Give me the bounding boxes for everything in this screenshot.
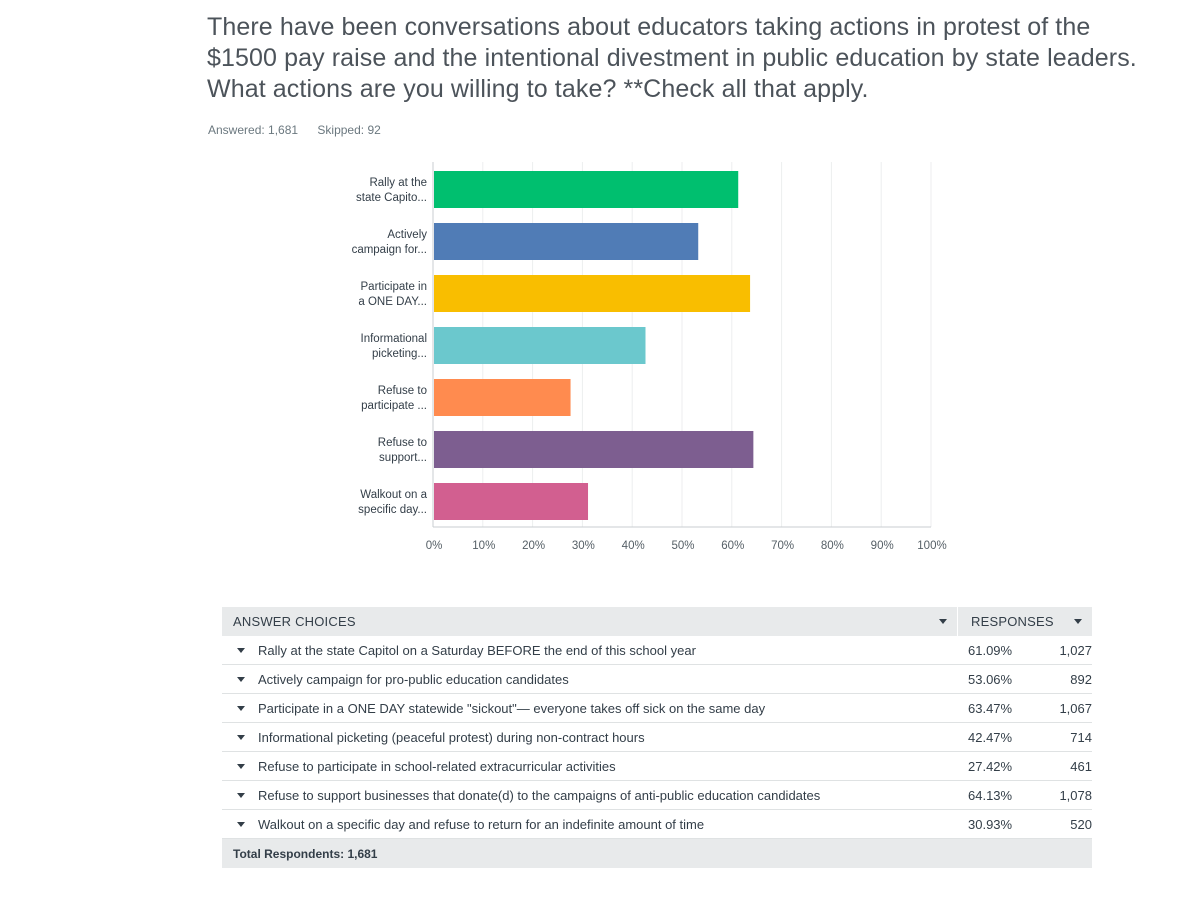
chart-bars <box>434 171 754 520</box>
bar[interactable] <box>434 275 751 312</box>
x-tick-label: 20% <box>522 540 545 552</box>
response-percent: 30.93% <box>968 816 1013 832</box>
category-label: participate ... <box>361 400 427 412</box>
answer-choice-label: Participate in a ONE DAY statewide "sick… <box>258 700 766 716</box>
response-count: 892 <box>1070 671 1092 687</box>
answer-choice-label: Informational picketing (peaceful protes… <box>258 729 645 745</box>
row-toggle[interactable] <box>222 676 258 682</box>
responses-header[interactable]: RESPONSES <box>957 607 1092 636</box>
table-header: ANSWER CHOICES RESPONSES <box>222 607 1092 636</box>
response-count: 1,078 <box>1059 787 1092 803</box>
response-percent: 27.42% <box>968 758 1013 774</box>
answer-choices-label: ANSWER CHOICES <box>233 614 356 629</box>
answer-choice-label: Walkout on a specific day and refuse to … <box>258 816 705 832</box>
bar[interactable] <box>434 483 589 520</box>
category-label: Participate in <box>361 281 427 293</box>
bar[interactable] <box>434 171 739 208</box>
chevron-down-icon[interactable] <box>236 676 245 682</box>
table-row: Actively campaign for pro-public educati… <box>222 665 1092 694</box>
table-row: Participate in a ONE DAY statewide "sick… <box>222 694 1092 723</box>
chevron-down-icon[interactable] <box>236 705 245 711</box>
chevron-down-icon[interactable] <box>236 734 245 740</box>
chevron-down-icon[interactable] <box>236 821 245 827</box>
chart-category-labels: Rally at the state Capito... Actively campa… <box>352 177 428 516</box>
category-label: campaign for... <box>352 244 427 256</box>
skipped-count: Skipped: 92 <box>317 123 381 137</box>
bar[interactable] <box>434 327 646 364</box>
responses-label: RESPONSES <box>971 614 1054 629</box>
response-count: 1,027 <box>1059 642 1092 658</box>
category-label: a ONE DAY... <box>358 296 427 308</box>
x-tick-label: 0% <box>426 540 443 552</box>
question-title: There have been conversations about educ… <box>207 13 1137 103</box>
row-toggle[interactable] <box>222 647 258 653</box>
response-percent: 63.47% <box>968 700 1013 716</box>
response-count: 520 <box>1070 816 1092 832</box>
answer-choice-label: Refuse to support businesses that donate… <box>258 787 821 803</box>
chart-x-axis: 0% 10% 20% 30% 40% 50% 60% 70% 80% 90% 100% <box>426 540 947 552</box>
table-row: Refuse to support businesses that donate… <box>222 781 1092 810</box>
response-count: 714 <box>1070 729 1092 745</box>
x-tick-label: 70% <box>771 540 794 552</box>
table-row: Walkout on a specific day and refuse to … <box>222 810 1092 839</box>
row-toggle[interactable] <box>222 705 258 711</box>
row-toggle[interactable] <box>222 821 258 827</box>
table-row: Refuse to participate in school-related … <box>222 752 1092 781</box>
chevron-down-icon[interactable] <box>236 647 245 653</box>
category-label: Rally at the <box>369 177 427 189</box>
answer-choice-label: Refuse to participate in school-related … <box>258 758 616 774</box>
chevron-down-icon[interactable] <box>236 792 245 798</box>
response-percent: 53.06% <box>968 671 1013 687</box>
x-tick-label: 10% <box>472 540 495 552</box>
category-label: state Capito... <box>356 192 427 204</box>
answer-choices-header[interactable]: ANSWER CHOICES <box>222 607 957 636</box>
category-label: support... <box>379 452 427 464</box>
x-tick-label: 40% <box>622 540 645 552</box>
table-body: Rally at the state Capitol on a Saturday… <box>222 636 1092 839</box>
response-count: 1,067 <box>1059 700 1092 716</box>
x-tick-label: 90% <box>871 540 894 552</box>
table-footer: Total Respondents: 1,681 <box>222 839 1092 868</box>
answer-choice-label: Actively campaign for pro-public educati… <box>258 671 569 687</box>
bar[interactable] <box>434 379 571 416</box>
bar-chart: Rally at the state Capito... Actively campa… <box>352 162 947 552</box>
response-count: 461 <box>1070 758 1092 774</box>
row-toggle[interactable] <box>222 763 258 769</box>
table-row: Informational picketing (peaceful protes… <box>222 723 1092 752</box>
chevron-down-icon[interactable] <box>1074 619 1082 624</box>
row-toggle[interactable] <box>222 734 258 740</box>
category-label: picketing... <box>372 348 427 360</box>
x-tick-label: 30% <box>572 540 595 552</box>
bar[interactable] <box>434 223 699 260</box>
category-label: Informational <box>361 333 427 345</box>
x-tick-label: 80% <box>821 540 844 552</box>
chevron-down-icon[interactable] <box>236 763 245 769</box>
table-row: Rally at the state Capitol on a Saturday… <box>222 636 1092 665</box>
row-toggle[interactable] <box>222 792 258 798</box>
x-tick-label: 100% <box>917 540 946 552</box>
chevron-down-icon[interactable] <box>939 619 947 624</box>
category-label: Actively <box>387 229 427 241</box>
category-label: Refuse to <box>378 385 427 397</box>
x-tick-label: 50% <box>671 540 694 552</box>
answer-table: ANSWER CHOICES RESPONSES Rally at the st… <box>222 607 1092 868</box>
category-label: Walkout on a <box>360 489 427 501</box>
answered-count: Answered: 1,681 <box>208 123 299 137</box>
response-percent: 64.13% <box>968 787 1013 803</box>
response-percent: 42.47% <box>968 729 1013 745</box>
x-tick-label: 60% <box>721 540 744 552</box>
bar[interactable] <box>434 431 754 468</box>
total-respondents: Total Respondents: 1,681 <box>233 846 378 861</box>
response-stats: Answered: 1,681 Skipped: 92 <box>208 123 381 137</box>
response-percent: 61.09% <box>968 642 1013 658</box>
answer-choice-label: Rally at the state Capitol on a Saturday… <box>258 642 696 658</box>
category-label: specific day... <box>358 504 427 516</box>
category-label: Refuse to <box>378 437 427 449</box>
